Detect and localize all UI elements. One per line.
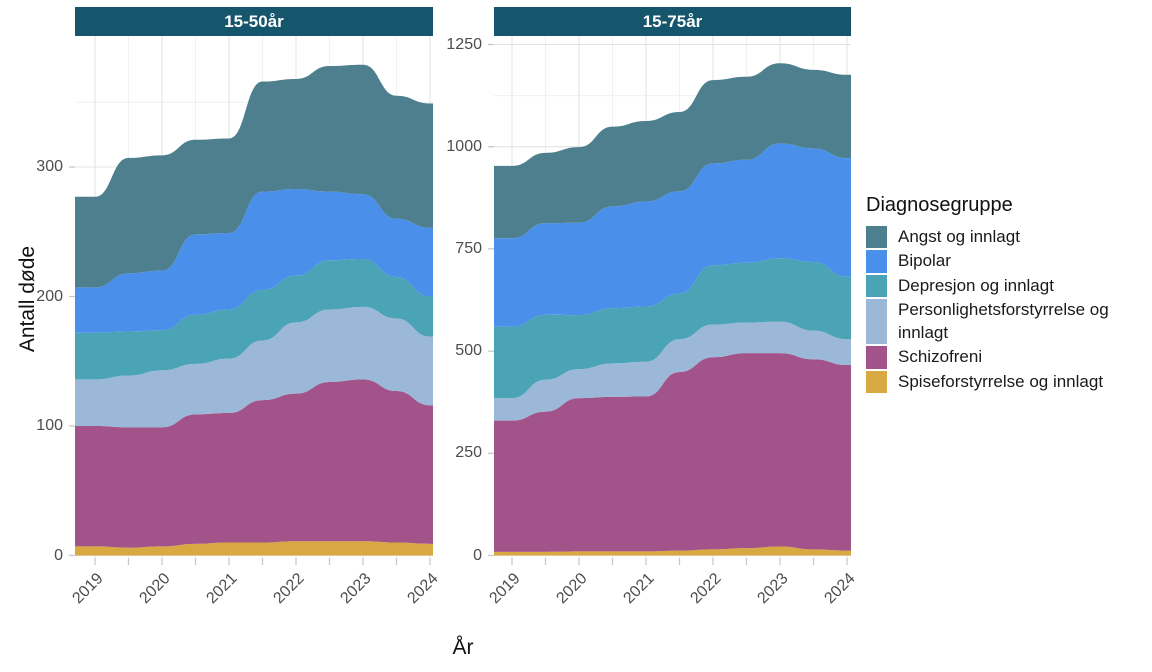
legend-swatch — [866, 346, 887, 369]
area-series-Bipolar — [75, 189, 433, 333]
area-series-Angst og innlagt — [75, 64, 433, 288]
legend-label: Angst og innlagt — [898, 227, 1020, 246]
x-axis-title: År — [452, 636, 474, 659]
y-tick-label: 0 — [54, 546, 63, 564]
tick-marks — [488, 43, 848, 565]
legend-swatch — [866, 274, 887, 298]
legend-title: Diagnosegruppe — [866, 194, 1013, 216]
y-tick-label: 300 — [36, 158, 63, 175]
facet-strip-15-75: 15-75år — [494, 7, 851, 36]
area-series-Schizofreni — [494, 353, 851, 552]
y-tick-label: 1250 — [446, 35, 482, 53]
legend-swatch — [866, 299, 887, 345]
area-series-Depresjon og innlagt — [75, 258, 433, 380]
legend-item: Personlighetsforstyrrelse og innlagt — [866, 299, 1152, 345]
legend-swatch — [866, 370, 887, 394]
tick-marks — [69, 166, 431, 565]
facet-strip-label: 15-75år — [642, 11, 703, 31]
y-tick-label: 1000 — [446, 137, 482, 155]
y-tick-label: 100 — [36, 417, 63, 434]
y-tick-label: 750 — [455, 239, 482, 257]
legend-label: Spiseforstyrrelse og innlagt — [898, 371, 1104, 391]
legend-item: Bipolar — [866, 250, 1152, 273]
legend-label: Personlighetsforstyrrelse og innlagt — [898, 300, 1109, 342]
legend-label: Depresjon og innlagt — [898, 275, 1054, 295]
legend-item: Spiseforstyrrelse og innlagt — [866, 370, 1152, 394]
area-series-Depresjon og innlagt — [494, 258, 851, 399]
area-series-Spiseforstyrrelse og innlagt — [494, 546, 851, 556]
legend-label: Bipolar — [898, 251, 951, 271]
y-tick-label: 250 — [455, 444, 482, 462]
area-series-Angst og innlagt — [494, 63, 851, 239]
legend-swatch — [866, 250, 887, 273]
legend-item: Depresjon og innlagt — [866, 274, 1152, 298]
legend-label: Schizofreni — [898, 347, 983, 367]
y-tick-label: 500 — [455, 342, 482, 360]
y-tick-label: 200 — [36, 287, 63, 305]
legend: Diagnosegruppe Angst og innlagt Bipolar De… — [866, 194, 1152, 395]
panel-15-75år — [488, 36, 851, 565]
area-series-Schizofreni — [75, 379, 433, 548]
area-series-Spiseforstyrrelse og innlagt — [75, 541, 433, 556]
legend-swatch — [866, 226, 887, 249]
y-tick-label: 0 — [473, 546, 482, 564]
panel-15-50år — [69, 36, 433, 565]
facet-strip-label: 15-50år — [224, 11, 284, 31]
legend-items: Angst og innlagt Bipolar Depresjon og innl… — [866, 226, 1152, 394]
facet-strip-15-50: 15-50år — [75, 7, 433, 36]
legend-item: Angst og innlagt — [866, 226, 1152, 249]
area-series-Personlighetsforstyrrelse og innlagt — [494, 321, 851, 421]
area-series-Personlighetsforstyrrelse og innlagt — [75, 306, 433, 428]
area-series-Bipolar — [494, 143, 851, 327]
legend-item: Schizofreni — [866, 346, 1152, 369]
